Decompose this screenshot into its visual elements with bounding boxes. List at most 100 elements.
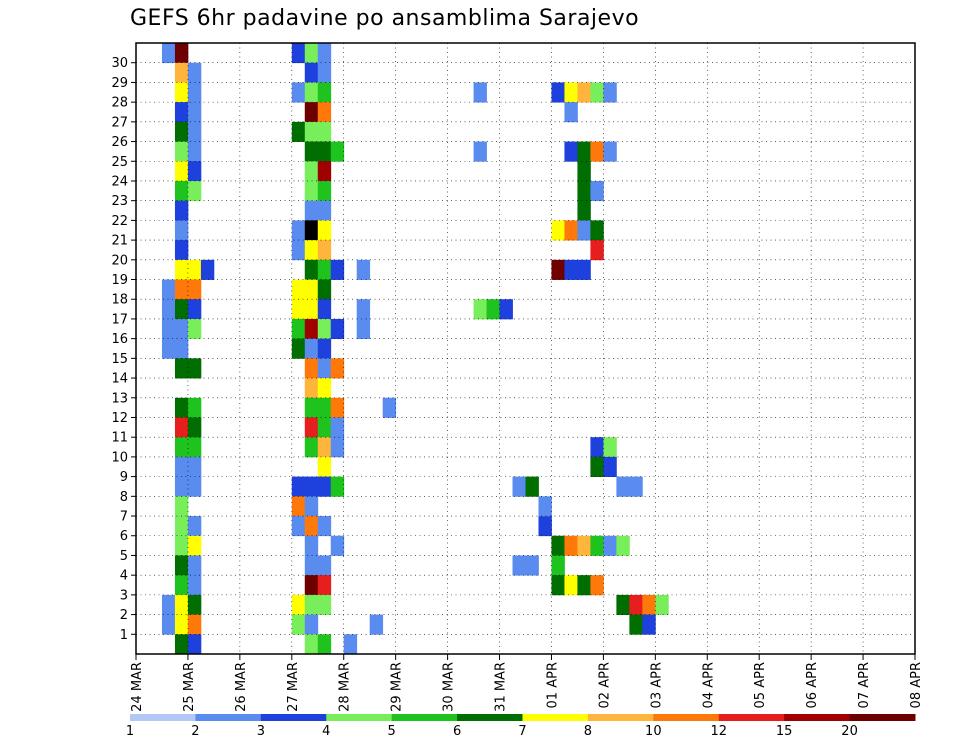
- heatmap-cell: [174, 516, 189, 537]
- heatmap-cell: [317, 575, 332, 596]
- heatmap-cell: [577, 575, 591, 596]
- heatmap-cell: [174, 575, 189, 596]
- y-tick-label: 23: [111, 194, 128, 209]
- heatmap-cell: [317, 594, 332, 615]
- heatmap-cell: [317, 338, 332, 359]
- heatmap-cell: [291, 121, 306, 142]
- heatmap-cell: [161, 594, 176, 615]
- heatmap-cell: [187, 279, 202, 300]
- heatmap-cell: [187, 437, 202, 458]
- heatmap-cell: [304, 318, 319, 340]
- heatmap-cell: [317, 220, 332, 241]
- y-tick-label: 3: [120, 588, 128, 603]
- heatmap-cell: [174, 555, 189, 576]
- heatmap-cell: [603, 456, 617, 478]
- heatmap-cell: [187, 259, 202, 280]
- heatmap-cell: [304, 102, 319, 123]
- heatmap-cell: [174, 338, 189, 359]
- legend-label: 6: [453, 724, 461, 739]
- heatmap-cell: [161, 279, 176, 300]
- y-tick-label: 12: [111, 411, 128, 426]
- heatmap-cell: [317, 102, 332, 123]
- heatmap-cell: [317, 180, 332, 202]
- x-tick-label: 30 MAR: [442, 662, 457, 712]
- heatmap-cell: [304, 200, 319, 221]
- heatmap-cell: [577, 200, 591, 221]
- heatmap-cell: [369, 614, 384, 635]
- heatmap-cell: [174, 180, 189, 202]
- x-tick-label: 07 APR: [857, 662, 872, 708]
- x-tick-label: 29 MAR: [390, 662, 405, 712]
- heatmap-cell: [304, 180, 319, 202]
- legend-label: 10: [645, 724, 662, 739]
- heatmap-cell: [161, 614, 176, 635]
- y-tick-label: 1: [120, 628, 128, 643]
- heatmap-cell: [317, 634, 332, 655]
- heatmap-cell: [577, 141, 591, 162]
- heatmap-cell: [317, 240, 332, 261]
- heatmap-cell: [187, 358, 202, 379]
- heatmap-cell: [330, 259, 345, 280]
- heatmap-cell: [304, 417, 319, 438]
- heatmap-cell: [304, 220, 319, 241]
- legend-swatch: [849, 714, 916, 721]
- y-tick-label: 9: [120, 470, 128, 485]
- heatmap-cell: [161, 338, 176, 359]
- heatmap-cell: [356, 259, 371, 280]
- legend-label: 15: [776, 724, 793, 739]
- heatmap-cell: [356, 318, 371, 340]
- heatmap-cell: [603, 141, 617, 162]
- heatmap-cell: [304, 516, 319, 537]
- heatmap-cell: [629, 476, 643, 497]
- heatmap-cell: [616, 594, 630, 615]
- heatmap-cell: [174, 82, 189, 103]
- heatmap-cell: [551, 259, 565, 280]
- heatmap-cell: [304, 141, 319, 162]
- heatmap-cell: [304, 594, 319, 615]
- heatmap-cell: [525, 476, 539, 497]
- legend-swatch: [326, 714, 393, 721]
- heatmap-cell: [187, 397, 202, 418]
- heatmap-cell: [577, 161, 591, 182]
- legend-swatch: [195, 714, 262, 721]
- heatmap-cell: [603, 82, 617, 103]
- heatmap-cell: [161, 318, 176, 340]
- heatmap-cell: [564, 535, 578, 556]
- heatmap-cell: [330, 318, 345, 340]
- plot-area: [136, 43, 915, 654]
- heatmap-cell: [304, 555, 319, 576]
- heatmap-cell: [304, 378, 319, 399]
- heatmap-cell: [187, 161, 202, 182]
- legend-label: 3: [257, 724, 265, 739]
- heatmap-cell: [590, 180, 604, 202]
- x-tick-label: 27 MAR: [286, 662, 301, 712]
- y-tick-label: 5: [120, 549, 128, 564]
- heatmap-cell: [317, 200, 332, 221]
- heatmap-cell: [382, 397, 397, 418]
- y-tick-label: 14: [111, 372, 128, 387]
- heatmap-cell: [174, 141, 189, 162]
- heatmap-cell: [291, 240, 306, 261]
- heatmap-cell: [590, 575, 604, 596]
- heatmap-cell: [564, 220, 578, 241]
- y-tick-label: 10: [111, 450, 128, 465]
- heatmap-cell: [291, 516, 306, 537]
- y-tick-label: 24: [111, 174, 128, 189]
- heatmap-cell: [304, 437, 319, 458]
- legend-label: 5: [388, 724, 396, 739]
- heatmap-cell: [551, 575, 565, 596]
- heatmap-cell: [356, 299, 371, 320]
- heatmap-cell: [304, 82, 319, 103]
- heatmap-cell: [330, 358, 345, 379]
- heatmap-cell: [291, 220, 306, 241]
- heatmap-cell: [317, 43, 332, 64]
- heatmap-cell: [304, 62, 319, 83]
- y-tick-label: 21: [111, 234, 128, 249]
- x-tick-label: 03 APR: [649, 662, 664, 708]
- heatmap-cell: [304, 476, 319, 497]
- heatmap-cell: [499, 299, 513, 320]
- heatmap-cell: [304, 259, 319, 280]
- heatmap-cell: [551, 555, 565, 576]
- heatmap-cell: [330, 437, 345, 458]
- heatmap-cell: [187, 299, 202, 320]
